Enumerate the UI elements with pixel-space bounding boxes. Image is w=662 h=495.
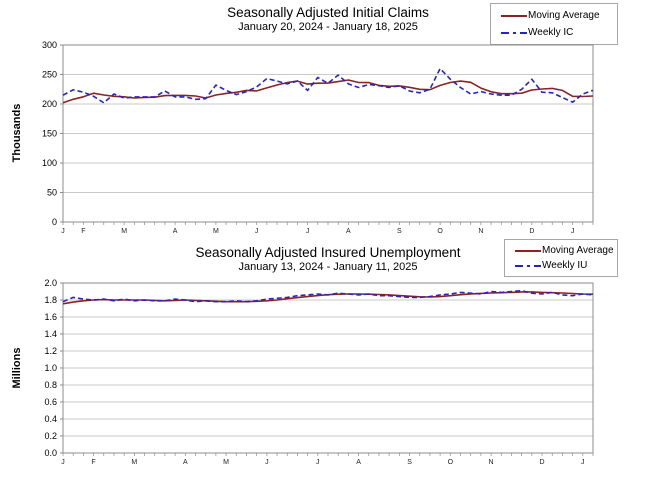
- dashed-line-icon: [515, 264, 541, 267]
- dashed-line-icon: [501, 31, 527, 34]
- initial-claims-plot-area: 0 50 100 150 200 250 300 J F M A M J J A S O N D J: [42, 40, 594, 235]
- legend-item-moving-average: Moving Average: [515, 245, 614, 256]
- svg-text:J: J: [61, 459, 65, 466]
- svg-text:50: 50: [47, 188, 57, 198]
- svg-text:1.8: 1.8: [44, 295, 57, 305]
- svg-text:0.8: 0.8: [44, 380, 57, 390]
- svg-text:S: S: [407, 459, 412, 466]
- svg-text:0.4: 0.4: [44, 414, 57, 424]
- svg-text:100: 100: [42, 158, 57, 168]
- svg-text:N: N: [478, 228, 483, 235]
- svg-text:A: A: [183, 459, 188, 466]
- svg-text:M: M: [121, 228, 127, 235]
- svg-text:J: J: [265, 459, 269, 466]
- legend-label: Moving Average: [528, 10, 600, 21]
- svg-text:M: M: [131, 459, 137, 466]
- legend-label: Weekly IU: [542, 260, 588, 271]
- insured-unemployment-legend: Moving Average Weekly IU: [504, 239, 618, 277]
- svg-text:200: 200: [42, 99, 57, 109]
- svg-text:J: J: [306, 228, 310, 235]
- svg-text:0.2: 0.2: [44, 431, 57, 441]
- solid-line-icon: [515, 249, 541, 252]
- svg-text:J: J: [316, 459, 320, 466]
- svg-text:F: F: [81, 228, 85, 235]
- insured-unemployment-subtitle: January 13, 2024 - January 11, 2025: [238, 261, 418, 273]
- svg-text:1.4: 1.4: [44, 329, 57, 339]
- svg-text:2.0: 2.0: [44, 278, 57, 288]
- svg-text:0: 0: [52, 217, 57, 227]
- legend-item-moving-average: Moving Average: [501, 10, 613, 21]
- svg-text:1.2: 1.2: [44, 346, 57, 356]
- solid-line-icon: [501, 14, 527, 17]
- svg-text:O: O: [437, 228, 443, 235]
- svg-text:1.6: 1.6: [44, 312, 57, 322]
- legend-item-weekly-iu: Weekly IU: [515, 260, 613, 271]
- svg-text:300: 300: [42, 40, 57, 50]
- insured-unemployment-title: Seasonally Adjusted Insured Unemployment: [195, 245, 461, 260]
- insured-unemployment-plot-area: 0.0 0.2 0.4 0.6 0.8 1.0 1.2 1.4 1.6 1.8 2.0 J F M A M J J…: [44, 278, 594, 466]
- svg-text:A: A: [346, 228, 351, 235]
- svg-text:250: 250: [42, 70, 57, 80]
- svg-text:M: M: [213, 228, 219, 235]
- svg-text:D: D: [529, 228, 534, 235]
- svg-text:D: D: [540, 459, 545, 466]
- legend-label: Weekly IC: [528, 27, 574, 38]
- initial-claims-subtitle: January 20, 2024 - January 18, 2025: [238, 21, 418, 33]
- svg-text:N: N: [489, 459, 494, 466]
- svg-text:O: O: [448, 459, 454, 466]
- svg-text:M: M: [223, 459, 229, 466]
- legend-label: Moving Average: [542, 245, 614, 256]
- svg-text:S: S: [397, 228, 402, 235]
- svg-text:A: A: [356, 459, 361, 466]
- legend-item-weekly-ic: Weekly IC: [501, 27, 613, 38]
- svg-text:150: 150: [42, 129, 57, 139]
- initial-claims-legend: Moving Average Weekly IC: [490, 3, 618, 45]
- svg-text:J: J: [255, 228, 259, 235]
- svg-text:J: J: [61, 228, 65, 235]
- svg-text:J: J: [581, 459, 585, 466]
- initial-claims-title: Seasonally Adjusted Initial Claims: [227, 5, 429, 20]
- svg-text:0.0: 0.0: [44, 448, 57, 458]
- svg-text:0.6: 0.6: [44, 397, 57, 407]
- svg-text:F: F: [91, 459, 95, 466]
- svg-text:J: J: [571, 228, 575, 235]
- svg-text:1.0: 1.0: [44, 363, 57, 373]
- svg-text:A: A: [173, 228, 178, 235]
